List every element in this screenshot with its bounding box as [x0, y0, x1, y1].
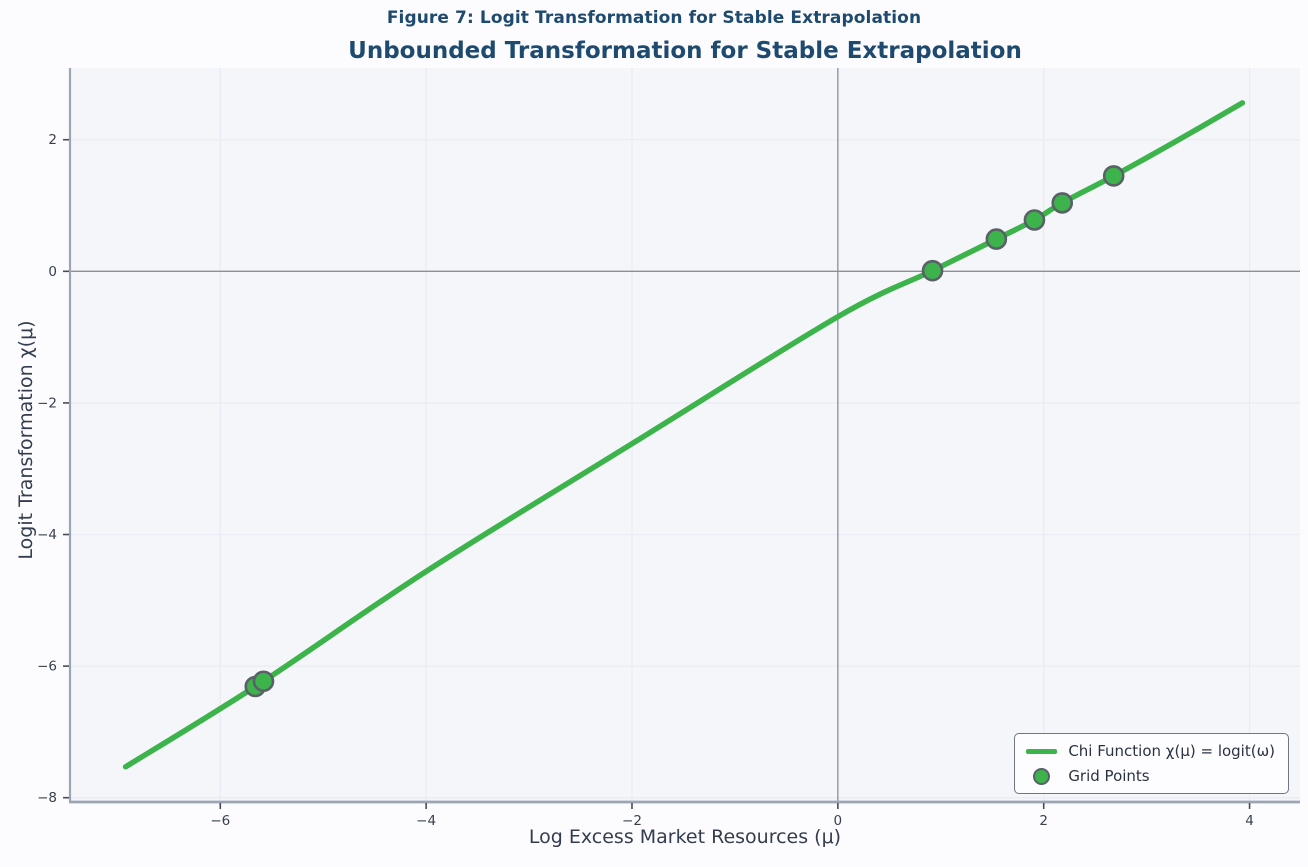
- y-tick-label: 0: [48, 264, 57, 280]
- grid-point-marker: [1023, 209, 1046, 231]
- grid-point-marker: [1102, 165, 1125, 187]
- legend-entry-label: Grid Points: [1068, 767, 1150, 785]
- x-tick-label: −2: [622, 813, 642, 829]
- legend-entry-label: Chi Function χ(μ) = logit(ω): [1068, 742, 1275, 760]
- grid-point-marker: [252, 670, 275, 693]
- x-tick-label: 4: [1245, 813, 1254, 829]
- grid-point-marker: [985, 228, 1008, 250]
- x-tick-label: 2: [1039, 813, 1048, 829]
- y-axis-label: Logit Transformation χ(μ): [15, 320, 37, 560]
- y-tick-label: −8: [37, 790, 57, 806]
- legend: Chi Function χ(μ) = logit(ω) Grid Points: [1014, 733, 1289, 794]
- y-tick-label: −4: [37, 527, 57, 543]
- figure-suptitle: Figure 7: Logit Transformation for Stabl…: [386, 8, 922, 28]
- legend-entry-chi-function: Chi Function χ(μ) = logit(ω): [1026, 742, 1275, 760]
- y-tick-label: 2: [48, 132, 57, 148]
- legend-entry-grid-points: Grid Points: [1026, 767, 1275, 785]
- axes-background: [70, 68, 1300, 801]
- axes-title: Unbounded Transformation for Stable Extr…: [348, 38, 1022, 64]
- x-tick-label: −4: [416, 813, 436, 829]
- x-axis-label: Log Excess Market Resources (μ): [528, 826, 842, 848]
- y-tick-label: −2: [37, 395, 57, 411]
- y-tick-label: −6: [37, 659, 57, 675]
- legend-line-swatch: [1026, 748, 1058, 754]
- x-tick-label: −6: [210, 813, 230, 829]
- x-tick-label: 0: [834, 813, 843, 829]
- grid-point-marker: [921, 259, 944, 282]
- legend-marker-swatch: [1033, 767, 1051, 785]
- legend-marker-wrap: [1026, 767, 1057, 785]
- grid-point-marker: [1051, 192, 1074, 214]
